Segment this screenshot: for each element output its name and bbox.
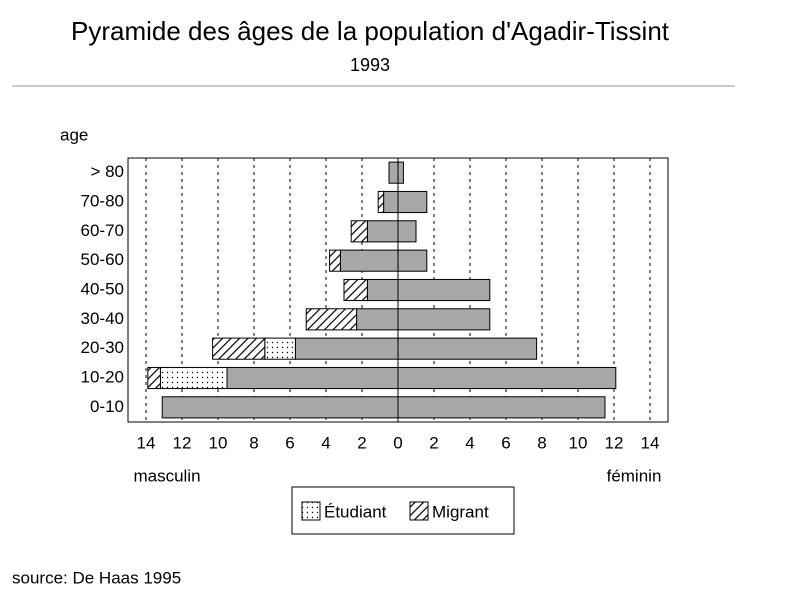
y-tick-label: 50-60: [81, 250, 124, 269]
y-tick-label: 30-40: [81, 309, 124, 328]
bar-segment: [159, 366, 228, 390]
bar-segment: [339, 249, 399, 272]
bar-segment: [397, 396, 606, 419]
bar-segment: [305, 308, 358, 331]
bar-segment: [397, 366, 617, 390]
bar-segment: [397, 337, 538, 360]
bar-segment: [397, 190, 428, 214]
bar-segment: [397, 249, 428, 272]
x-tick-label: 2: [429, 433, 438, 452]
y-tick-label: 0-10: [90, 397, 124, 416]
y-tick-label: 40-50: [81, 279, 124, 298]
x-tick-label: 4: [321, 433, 330, 452]
bar-segment: [356, 308, 399, 331]
bar-segment: [377, 190, 385, 214]
legend-label: Étudiant: [324, 502, 387, 521]
bar-segment: [397, 308, 491, 331]
x-tick-label: 6: [501, 433, 510, 452]
y-tick-label: 60-70: [81, 221, 124, 240]
chart-title: Pyramide des âges de la population d'Aga…: [71, 16, 670, 46]
x-tick-label: 14: [641, 433, 660, 452]
x-tick-label: 0: [393, 433, 402, 452]
left-label: masculin: [133, 466, 200, 485]
source: source: De Haas 1995: [12, 568, 181, 587]
bar-segment: [226, 366, 399, 390]
x-tick-label: 12: [173, 433, 192, 452]
bar-segment: [366, 278, 399, 302]
legend-swatch: [409, 501, 429, 521]
right-label: féminin: [607, 466, 662, 485]
bar-segment: [388, 161, 399, 184]
y-tick-label: 20-30: [81, 338, 124, 357]
bar-segment: [397, 220, 417, 243]
x-tick-label: 2: [357, 433, 366, 452]
bar-segment: [343, 278, 368, 302]
bar-segment: [366, 220, 399, 243]
y-tick-label: 70-80: [81, 191, 124, 210]
bar-segment: [397, 161, 404, 184]
y-axis-label: age: [60, 125, 88, 144]
bar-segment: [294, 337, 399, 360]
x-tick-label: 6: [285, 433, 294, 452]
bar-segment: [329, 249, 341, 272]
legend-label: Migrant: [432, 502, 489, 521]
bar-segment: [397, 278, 491, 302]
x-tick-label: 14: [137, 433, 156, 452]
x-tick-label: 8: [537, 433, 546, 452]
legend: [291, 486, 515, 535]
x-tick-label: 4: [465, 433, 474, 452]
x-tick-label: 10: [569, 433, 588, 452]
bar-segment: [264, 337, 296, 360]
bar-segment: [350, 220, 368, 243]
y-tick-label: > 80: [90, 162, 124, 181]
bar-segment: [212, 337, 266, 360]
x-tick-label: 10: [209, 433, 228, 452]
bar-segment: [147, 366, 161, 390]
y-tick-label: 10-20: [81, 367, 124, 386]
chart-subtitle: 1993: [350, 55, 390, 75]
bar-segment: [161, 396, 399, 419]
x-tick-label: 12: [605, 433, 624, 452]
legend-swatch: [301, 501, 321, 521]
x-tick-label: 8: [249, 433, 258, 452]
bar-segment: [383, 190, 399, 214]
